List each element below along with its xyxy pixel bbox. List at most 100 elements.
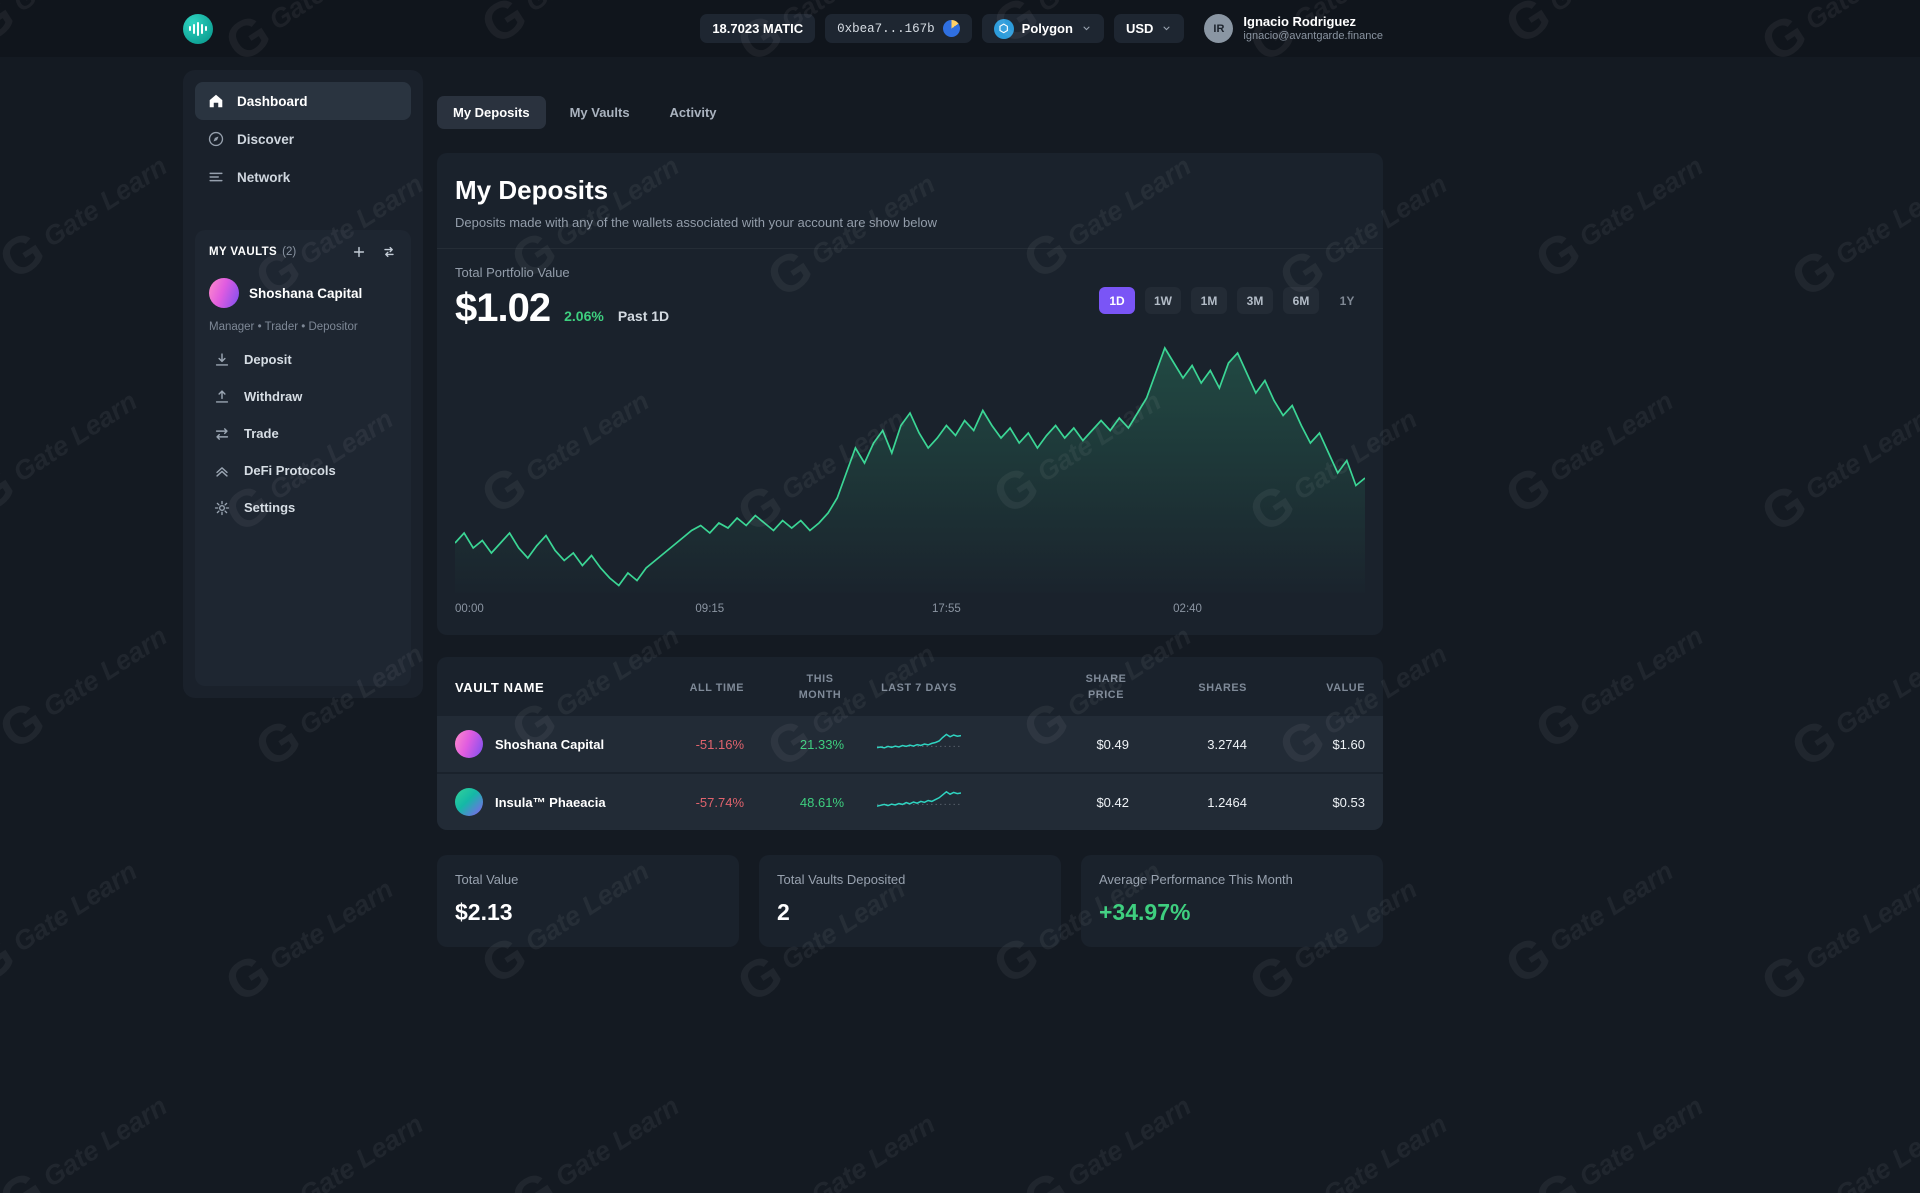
column-value: Value [1326,681,1365,694]
range-button-1m[interactable]: 1M [1191,287,1227,314]
column-share-price: Share price [1085,673,1127,701]
vault-action-label: Settings [244,500,296,515]
vault-selector[interactable]: Shoshana Capital [209,278,397,308]
user-name: Ignacio Rodriguez [1243,13,1357,29]
avatar: IR [1204,14,1234,43]
tab-bar: My Deposits My Vaults Activity [437,96,1383,129]
list-icon [207,168,225,186]
x-axis-labels: 00:00 09:15 17:55 02:40 [455,603,1365,619]
chevron-down-icon [1161,23,1172,34]
share-price-cell: $0.49 [1096,736,1129,752]
deposits-card: My Deposits Deposits made with any of th… [437,153,1383,635]
shares-cell: 3.2744 [1207,736,1247,752]
add-vault-icon[interactable] [351,244,367,260]
stat-average-performance: Average Performance This Month +34.97% [1081,855,1383,948]
sidebar-item-label: Dashboard [237,93,308,109]
portfolio-line-chart [455,343,1365,593]
stat-total-value: Total Value $2.13 [437,855,739,948]
portfolio-period: Past 1D [617,308,670,324]
range-button-1d[interactable]: 1D [1099,287,1135,314]
my-vaults-title: MY VAULTS [209,246,278,258]
column-this-month: This month [798,673,842,701]
column-all-time: All time [689,681,744,694]
deposits-header: My Deposits Deposits made with any of th… [437,153,1383,249]
vault-avatar [209,278,239,308]
range-button-1y[interactable]: 1Y [1339,293,1355,308]
all-time-cell: -57.74% [695,794,744,810]
sparkline-cell [844,787,994,817]
layout: Dashboard Discover Network MY VAULTS (2) [183,70,1383,948]
vault-action-label: Deposit [244,352,292,367]
table-row-shoshana-capital[interactable]: Shoshana Capital -51.16% 21.33% $0.49 3.… [437,716,1383,773]
sidebar-item-network[interactable]: Network [195,158,411,196]
vault-action-trade[interactable]: Trade [209,415,397,452]
switch-vault-icon[interactable] [381,244,397,260]
range-button-6m[interactable]: 6M [1283,287,1319,314]
topbar-inner: 18.7023 MATIC 0xbea7...167b ⬡ Polygon US… [183,13,1383,44]
x-axis-label: 09:15 [695,603,725,615]
vault-name-cell: Shoshana Capital [495,736,605,752]
x-axis-label: 02:40 [1173,603,1202,615]
sidebar-item-discover[interactable]: Discover [195,120,411,158]
portfolio-value-block: Total Portfolio Value $1.02 2.06% Past 1… [455,265,669,331]
wallet-pill[interactable]: 0xbea7...167b [825,14,972,43]
vault-action-label: Withdraw [244,389,303,404]
vault-action-label: Trade [244,426,279,441]
range-button-1w[interactable]: 1W [1145,287,1181,314]
my-vaults-count: (2) [282,246,297,258]
currency-label: USD [1125,21,1154,36]
my-vaults-panel: MY VAULTS (2) Shoshana Capital Manager •… [195,230,411,686]
vault-action-settings[interactable]: Settings [209,489,397,526]
vault-name: Shoshana Capital [249,285,363,301]
home-icon [207,92,225,110]
vault-action-withdraw[interactable]: Withdraw [209,378,397,415]
user-email: ignacio@avantgarde.finance [1243,29,1383,42]
column-last-7-days: Last 7 days [881,681,957,694]
vault-roles: Manager • Trader • Depositor [209,321,358,333]
vault-avatar [455,788,483,817]
network-selector[interactable]: ⬡ Polygon [981,14,1104,43]
app-logo-icon[interactable] [183,13,213,44]
tab-my-deposits[interactable]: My Deposits [437,96,546,129]
table-row-insula-phaeacia[interactable]: Insula™ Phaeacia -57.74% 48.61% $0.42 1.… [437,774,1383,831]
tab-activity[interactable]: Activity [669,105,717,120]
range-button-3m[interactable]: 3M [1237,287,1273,314]
compass-icon [207,130,225,148]
vault-action-defi-protocols[interactable]: DeFi Protocols [209,452,397,489]
polygon-network-icon: ⬡ [993,18,1014,39]
sparkline-cell [844,729,994,759]
vaults-table: Vault name All time This month Last 7 da… [437,657,1383,831]
my-vaults-header: MY VAULTS (2) [209,244,397,260]
stat-total-vaults-deposited: Total Vaults Deposited 2 [759,855,1061,948]
portfolio-value-label: Total Portfolio Value [455,265,570,280]
layers-chevrons-icon [213,462,231,480]
tab-my-vaults[interactable]: My Vaults [569,105,630,120]
vault-name-cell: Insula™ Phaeacia [495,794,606,810]
sidebar-item-label: Discover [237,131,295,147]
vault-action-deposit[interactable]: Deposit [209,341,397,378]
currency-selector[interactable]: USD [1113,14,1185,43]
balance-pill[interactable]: 18.7023 MATIC [700,14,816,43]
stat-value: 2 [777,899,790,926]
withdraw-icon [213,388,231,406]
portfolio-section: Total Portfolio Value $1.02 2.06% Past 1… [437,249,1383,335]
user-menu[interactable]: IR Ignacio Rodriguez ignacio@avantgarde.… [1204,14,1383,44]
this-month-cell: 48.61% [799,794,844,810]
sidebar-item-dashboard[interactable]: Dashboard [195,82,411,120]
column-shares: Shares [1198,681,1247,694]
page-title: My Deposits [455,175,609,205]
